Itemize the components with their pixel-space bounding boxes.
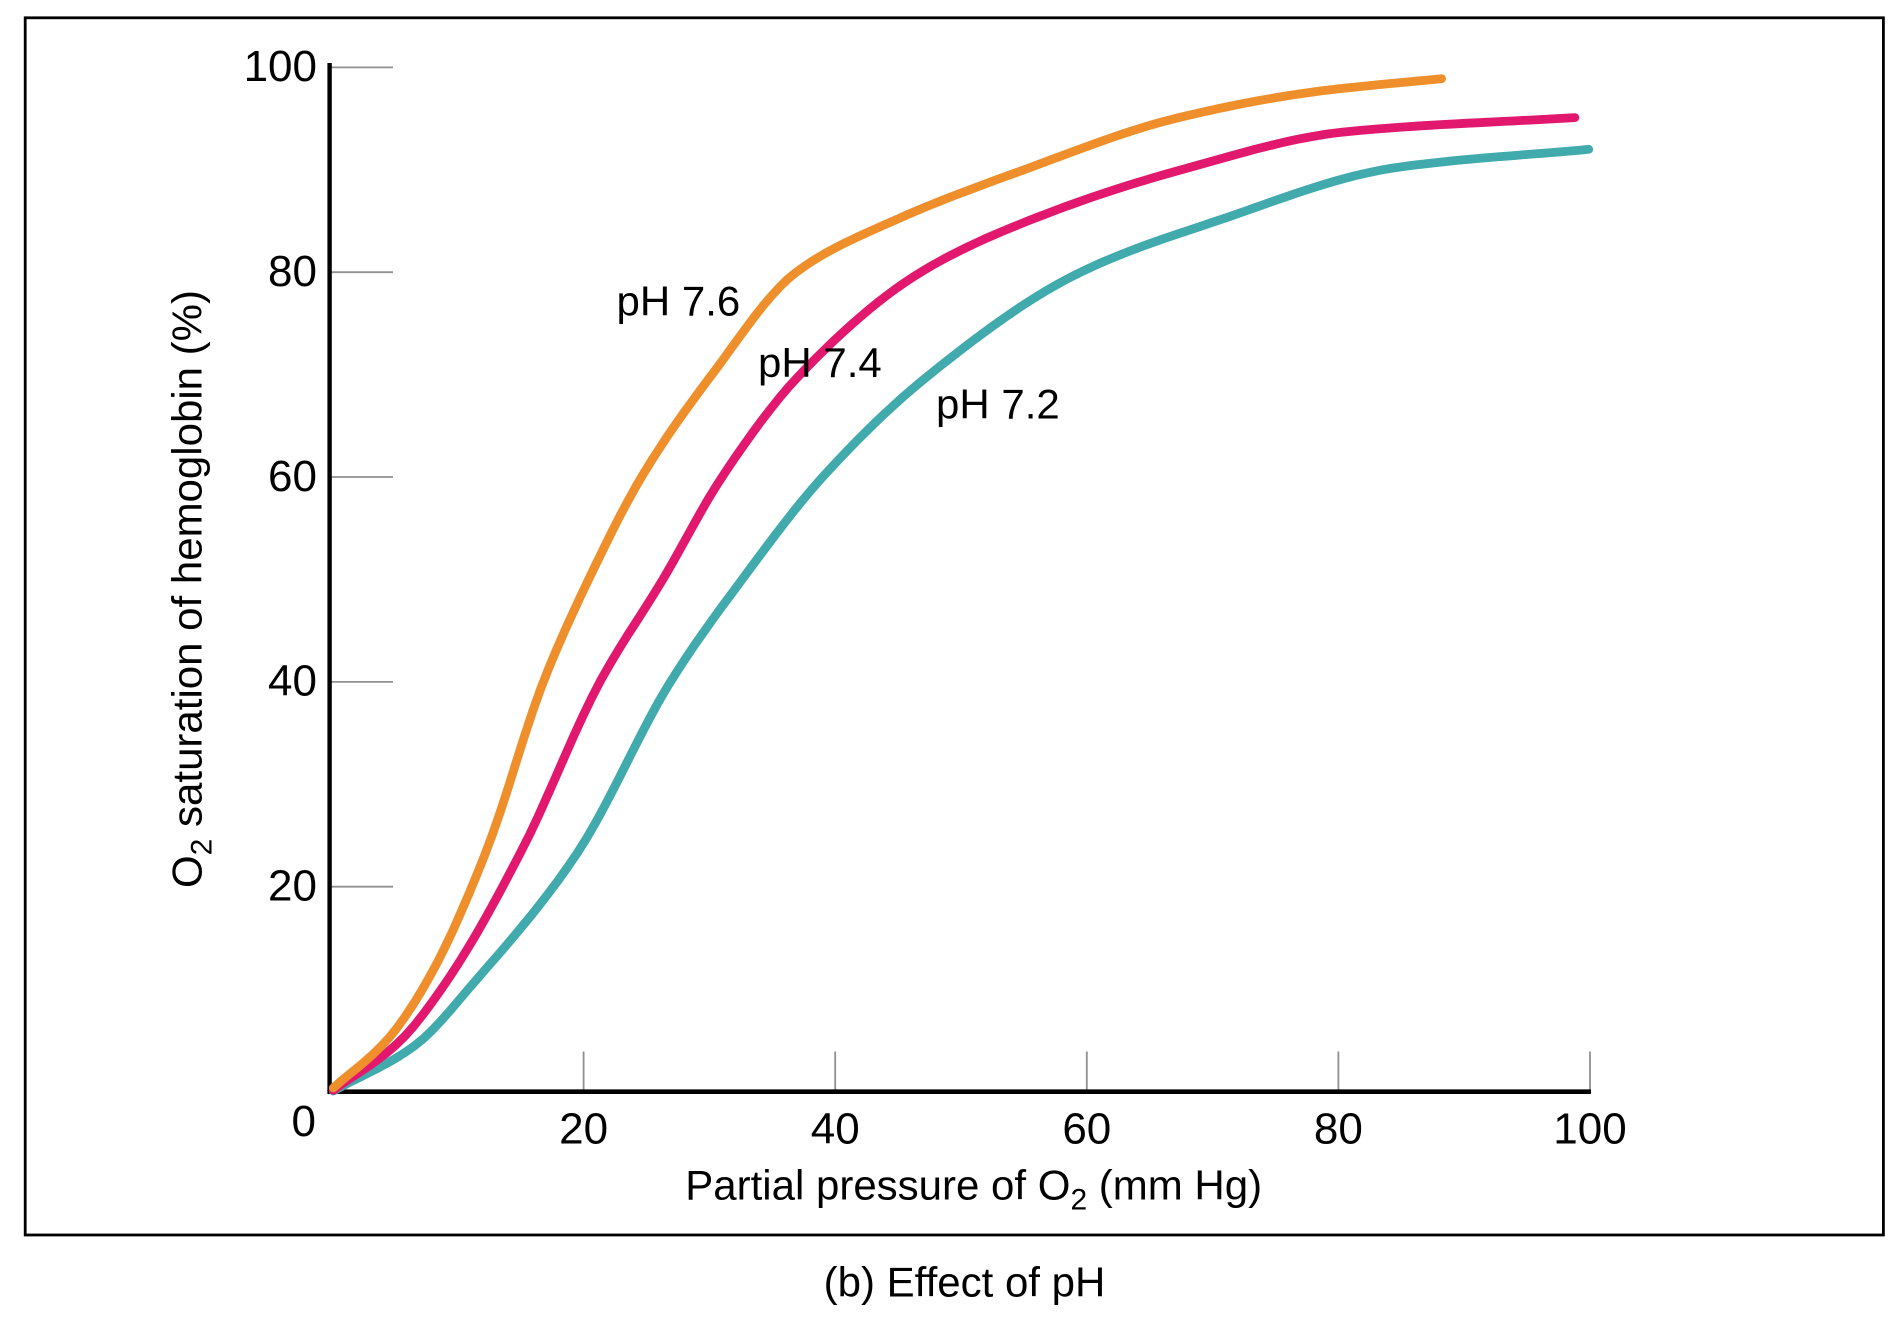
svg-text:0: 0 [292,1097,316,1146]
svg-text:40: 40 [811,1105,860,1154]
svg-text:pH 7.4: pH 7.4 [758,339,882,386]
svg-text:100: 100 [1553,1105,1626,1154]
svg-text:20: 20 [268,862,317,911]
svg-text:20: 20 [559,1105,608,1154]
svg-text:80: 80 [1314,1105,1363,1154]
svg-text:pH 7.2: pH 7.2 [936,381,1060,428]
svg-text:(b) Effect of pH: (b) Effect of pH [824,1259,1106,1306]
svg-text:O2 saturation of hemoglobin (%: O2 saturation of hemoglobin (%) [164,290,219,888]
svg-text:pH 7.6: pH 7.6 [617,278,741,325]
svg-text:60: 60 [1062,1105,1111,1154]
svg-text:60: 60 [268,452,317,501]
svg-text:80: 80 [268,247,317,296]
svg-text:40: 40 [268,657,317,706]
svg-text:Partial pressure of O2 (mm Hg): Partial pressure of O2 (mm Hg) [685,1161,1262,1216]
svg-text:100: 100 [244,42,317,91]
